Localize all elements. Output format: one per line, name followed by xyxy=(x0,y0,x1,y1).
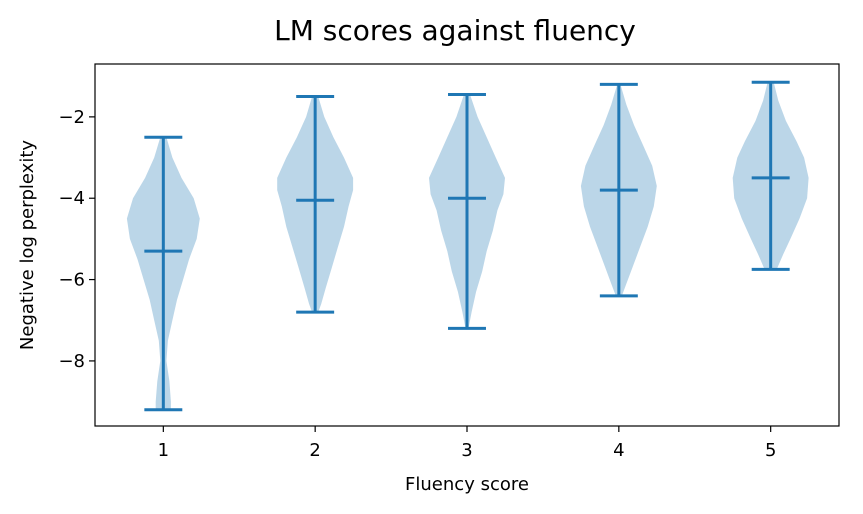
chart-title: LM scores against fluency xyxy=(274,14,636,47)
y-axis-label: Negative log perplexity xyxy=(17,140,38,350)
y-tick-label-0: −2 xyxy=(58,107,85,128)
x-axis-label: Fluency score xyxy=(405,474,529,495)
y-tick-label-1: −4 xyxy=(58,188,85,209)
x-tick-label-1: 1 xyxy=(158,440,169,461)
y-tick-label-3: −8 xyxy=(58,351,85,372)
x-tick-label-3: 3 xyxy=(461,440,472,461)
axes: 1 2 3 4 5 −2 −4 −6 −8 xyxy=(58,107,776,461)
plot-area xyxy=(126,80,809,412)
y-tick-label-2: −6 xyxy=(58,270,85,291)
x-tick-label-4: 4 xyxy=(613,440,624,461)
x-tick-label-5: 5 xyxy=(765,440,776,461)
x-tick-label-2: 2 xyxy=(309,440,320,461)
